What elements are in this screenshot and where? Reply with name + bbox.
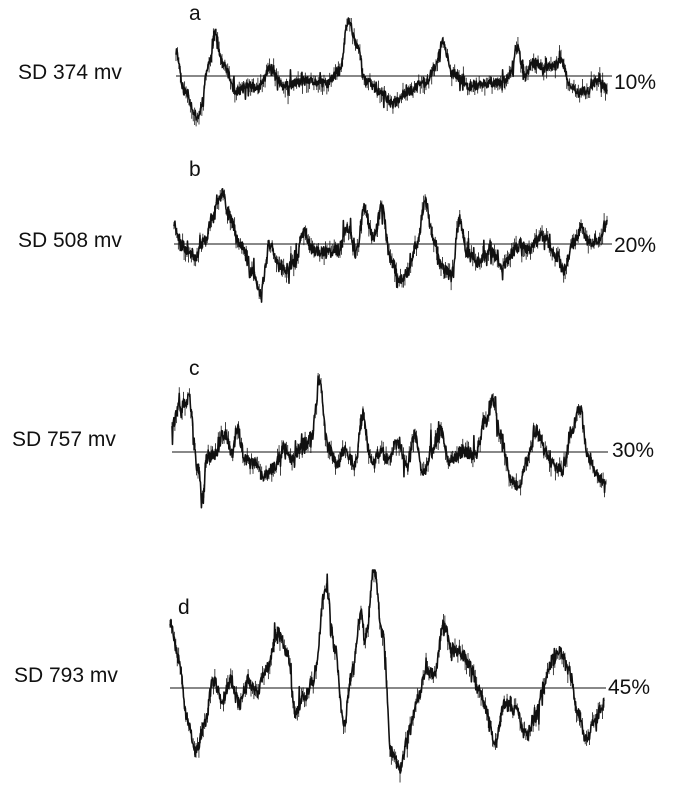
panel-c-trace-noise [171, 372, 607, 501]
panel-d-letter: d [178, 596, 190, 619]
panel-d-sd-label: SD 793 mv [14, 664, 118, 687]
panel-d-trace [169, 569, 605, 774]
panel-a-letter: a [189, 2, 201, 25]
panel-b-percent-label: 20% [614, 234, 657, 257]
panel-b-trace-noise [173, 188, 608, 300]
panel-a-trace-noise [175, 18, 608, 127]
panel-d-percent-label: 45% [608, 676, 651, 699]
panel-c-sd-label: SD 757 mv [12, 428, 116, 451]
panel-c-percent-label: 30% [612, 439, 655, 462]
panel-a-sd-label: SD 374 mv [18, 61, 122, 84]
panel-b-letter: b [189, 158, 201, 181]
panel-d-trace-noise [169, 570, 605, 783]
panel-a-percent-label: 10% [614, 71, 657, 94]
panel-b-sd-label: SD 508 mv [18, 229, 122, 252]
panel-c-letter: c [189, 357, 200, 380]
